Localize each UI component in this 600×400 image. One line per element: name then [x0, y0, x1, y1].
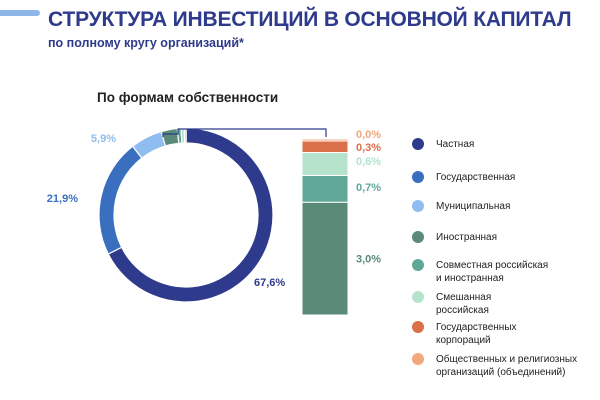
legend-swatch: [412, 200, 424, 212]
donut-data-label: 67,6%: [254, 277, 285, 289]
legend-swatch: [412, 291, 424, 303]
bracket-line: [162, 128, 327, 137]
donut-data-label: 5,9%: [91, 133, 116, 145]
bar-data-label: 0,0%: [356, 129, 381, 141]
accent-bar: [0, 10, 40, 16]
legend-label: Муниципальная: [436, 201, 511, 212]
legend-swatch: [412, 259, 424, 271]
donut-slice: [98, 145, 143, 255]
legend-item-joint: Совместная российская и иностранная: [412, 259, 586, 285]
legend-swatch: [412, 321, 424, 333]
legend-label: Государственных корпораций: [436, 322, 517, 346]
legend-item-mixed: Смешанная российская: [412, 291, 586, 317]
legend-swatch: [412, 171, 424, 183]
legend-item-state: Государственная: [412, 171, 586, 184]
ownership-structure-chart: 67,6% 21,9% 5,9% 3,0% 0,7% 0,6% 0,3%0,0%: [47, 127, 381, 316]
legend-swatch: [412, 231, 424, 243]
legend-swatch: [412, 353, 424, 365]
page-subtitle: по полному кругу организаций*: [48, 36, 244, 50]
legend-item-public-organizations: Общественных и религиозных организаций (…: [412, 353, 586, 379]
legend-label: Смешанная российская: [436, 292, 492, 316]
bar-data-label: 3,0%: [356, 254, 381, 266]
chart-legend: Частная Государственная Муниципальная Ин…: [412, 0, 600, 400]
stacked-bar-segment: [301, 201, 349, 316]
bar-data-label: 0,7%: [356, 182, 381, 194]
legend-item-foreign: Иностранная: [412, 231, 586, 244]
stacked-bar-segment: [301, 140, 349, 153]
stacked-bar-chart: 3,0% 0,7% 0,6% 0,3%0,0%: [301, 129, 381, 316]
chart-title: По формам собственности: [97, 90, 279, 105]
legend-label: Общественных и религиозных организаций (…: [436, 354, 578, 378]
legend-label: Совместная российская и иностранная: [436, 260, 549, 284]
bar-data-label: 0,3%: [356, 142, 381, 154]
stacked-bar-segment: [301, 138, 349, 142]
legend-swatch: [412, 138, 424, 150]
legend-item-municipal: Муниципальная: [412, 200, 586, 213]
donut-bar-connector: [162, 128, 327, 137]
bar-data-label: 0,6%: [356, 156, 381, 168]
page-title: СТРУКТУРА ИНВЕСТИЦИЙ В ОСНОВНОЙ КАПИТАЛ: [48, 8, 572, 31]
legend-item-state-corporations: Государственных корпораций: [412, 321, 586, 347]
donut-data-label: 21,9%: [47, 193, 78, 205]
stacked-bar-segment: [301, 151, 349, 176]
legend-label: Иностранная: [436, 232, 497, 243]
legend-item-private: Частная: [412, 138, 586, 151]
donut-chart: 67,6% 21,9% 5,9%: [47, 127, 285, 303]
legend-label: Государственная: [436, 172, 516, 183]
stacked-bar-segment: [301, 174, 349, 203]
legend-label: Частная: [436, 139, 475, 150]
